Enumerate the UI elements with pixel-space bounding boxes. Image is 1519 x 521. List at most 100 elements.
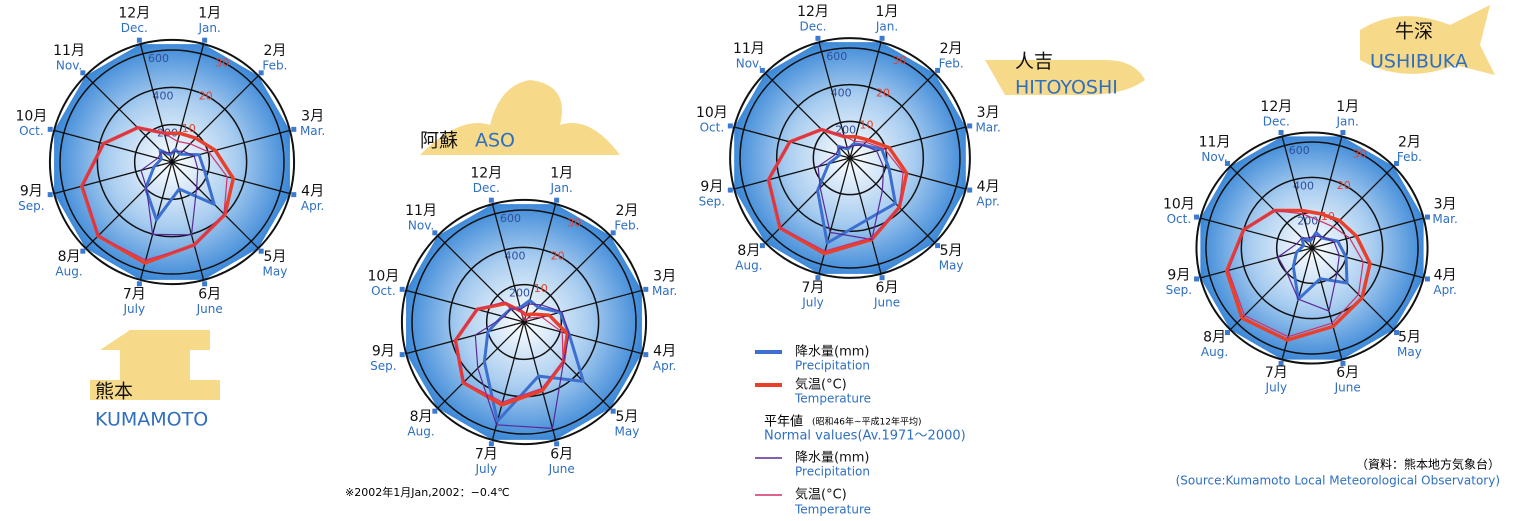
legend-label: 気温(°C) [795, 377, 847, 393]
category-label: 8月 [1203, 329, 1226, 345]
spoke [849, 42, 882, 159]
spoke [1281, 136, 1313, 249]
r2-tick-label: 20 [551, 249, 565, 262]
category-label: 7月 [123, 287, 146, 303]
category-label-en: Feb. [1397, 150, 1422, 164]
category-label-en: Nov. [408, 219, 434, 233]
spoke-tick [136, 281, 142, 287]
category-label: 1月 [198, 5, 221, 21]
category-label: 7月 [475, 447, 498, 463]
category-label: 4月 [977, 179, 1000, 195]
spoke-tick [935, 243, 941, 249]
spoke-tick [935, 67, 941, 73]
spoke-tick [727, 187, 733, 193]
category-label: 10月 [696, 105, 728, 121]
category-label: 9月 [700, 179, 723, 195]
category-label: 5月 [615, 409, 638, 425]
category-label-en: Apr. [653, 359, 676, 373]
category-label: 6月 [1336, 365, 1359, 381]
spoke-tick [258, 70, 264, 76]
spoke-tick [1194, 276, 1200, 282]
spoke-tick [488, 197, 494, 203]
category-label: 8月 [737, 243, 760, 259]
spoke [171, 129, 291, 163]
spoke-tick [554, 441, 560, 447]
ring [485, 283, 563, 361]
spoke [1311, 165, 1395, 249]
spoke-tick [488, 441, 494, 447]
chart-subtitle: HITOYOSHI [1015, 77, 1118, 99]
spoke-tick [1340, 360, 1346, 366]
category-label: 12月 [1260, 99, 1292, 115]
spoke-tick [1224, 160, 1230, 166]
outer-ring [1195, 131, 1429, 365]
category-label-en: Dec. [473, 181, 500, 195]
category-label-en: July [1265, 381, 1288, 395]
category-label: 3月 [977, 105, 1000, 121]
category-label-en: Jan. [198, 21, 221, 35]
category-label-en: May [263, 264, 288, 278]
chart-subtitle: USHIBUKA [1370, 51, 1468, 73]
spoke-tick [1424, 214, 1430, 220]
category-label: 1月 [876, 4, 899, 20]
category-label: 11月 [405, 203, 437, 219]
category-label-en: Aug. [1201, 345, 1228, 359]
spoke-tick [1394, 330, 1400, 336]
legend-normal-subtitle: Normal values(Av.1971～2000) [764, 429, 966, 444]
spoke-tick [643, 286, 649, 292]
series-line [140, 150, 199, 236]
r2-tick-label: 10 [534, 282, 548, 295]
ring [739, 47, 961, 269]
category-label-en: Jan. [550, 181, 573, 195]
spoke [1311, 217, 1424, 249]
r2-tick-label: 30 [893, 54, 907, 67]
category-label-en: June [548, 462, 575, 476]
category-label-en: Aug. [735, 259, 762, 273]
category-label-en: May [1397, 345, 1422, 359]
category-label: 1月 [1336, 99, 1359, 115]
category-label-en: Nov. [56, 59, 82, 73]
category-label: 12月 [470, 165, 502, 181]
category-label-en: Mar. [1432, 212, 1457, 226]
spoke [764, 72, 851, 159]
category-label-en: May [939, 259, 964, 273]
category-label-en: Aug. [55, 264, 82, 278]
series-line [474, 303, 570, 429]
category-label: 3月 [1434, 196, 1457, 212]
spoke [171, 161, 205, 281]
category-label: 4月 [653, 344, 676, 360]
spoke-tick [967, 123, 973, 129]
spoke [1229, 165, 1313, 249]
category-label: 6月 [876, 280, 899, 296]
category-label-en: Jan. [1336, 114, 1359, 128]
spoke-tick [432, 408, 438, 414]
spoke-tick [47, 192, 53, 198]
spoke-tick [202, 281, 208, 287]
spoke [1200, 247, 1313, 279]
category-label-en: June [873, 296, 900, 310]
r-tick-label: 200 [509, 287, 530, 300]
category-label-en: Apr. [1433, 283, 1456, 297]
category-label-en: Dec. [799, 19, 826, 33]
spoke-tick [80, 70, 86, 76]
spoke [85, 161, 173, 249]
r-tick-label: 200 [835, 123, 856, 136]
category-label: 5月 [940, 243, 963, 259]
spoke-tick [1394, 160, 1400, 166]
category-label: 11月 [733, 41, 765, 57]
spoke [171, 43, 205, 163]
category-label: 5月 [263, 249, 286, 265]
spoke [818, 42, 851, 159]
spoke-tick [1278, 360, 1284, 366]
category-label-en: July [123, 302, 146, 316]
spoke [849, 157, 882, 274]
category-label: 2月 [1398, 135, 1421, 151]
spoke-tick [399, 352, 405, 358]
spoke [1229, 247, 1313, 331]
series-line [817, 144, 885, 241]
category-label: 3月 [653, 268, 676, 284]
spoke-tick [136, 37, 142, 43]
r-tick-label: 600 [148, 52, 169, 65]
spoke-tick [1424, 276, 1430, 282]
spoke [849, 157, 936, 244]
